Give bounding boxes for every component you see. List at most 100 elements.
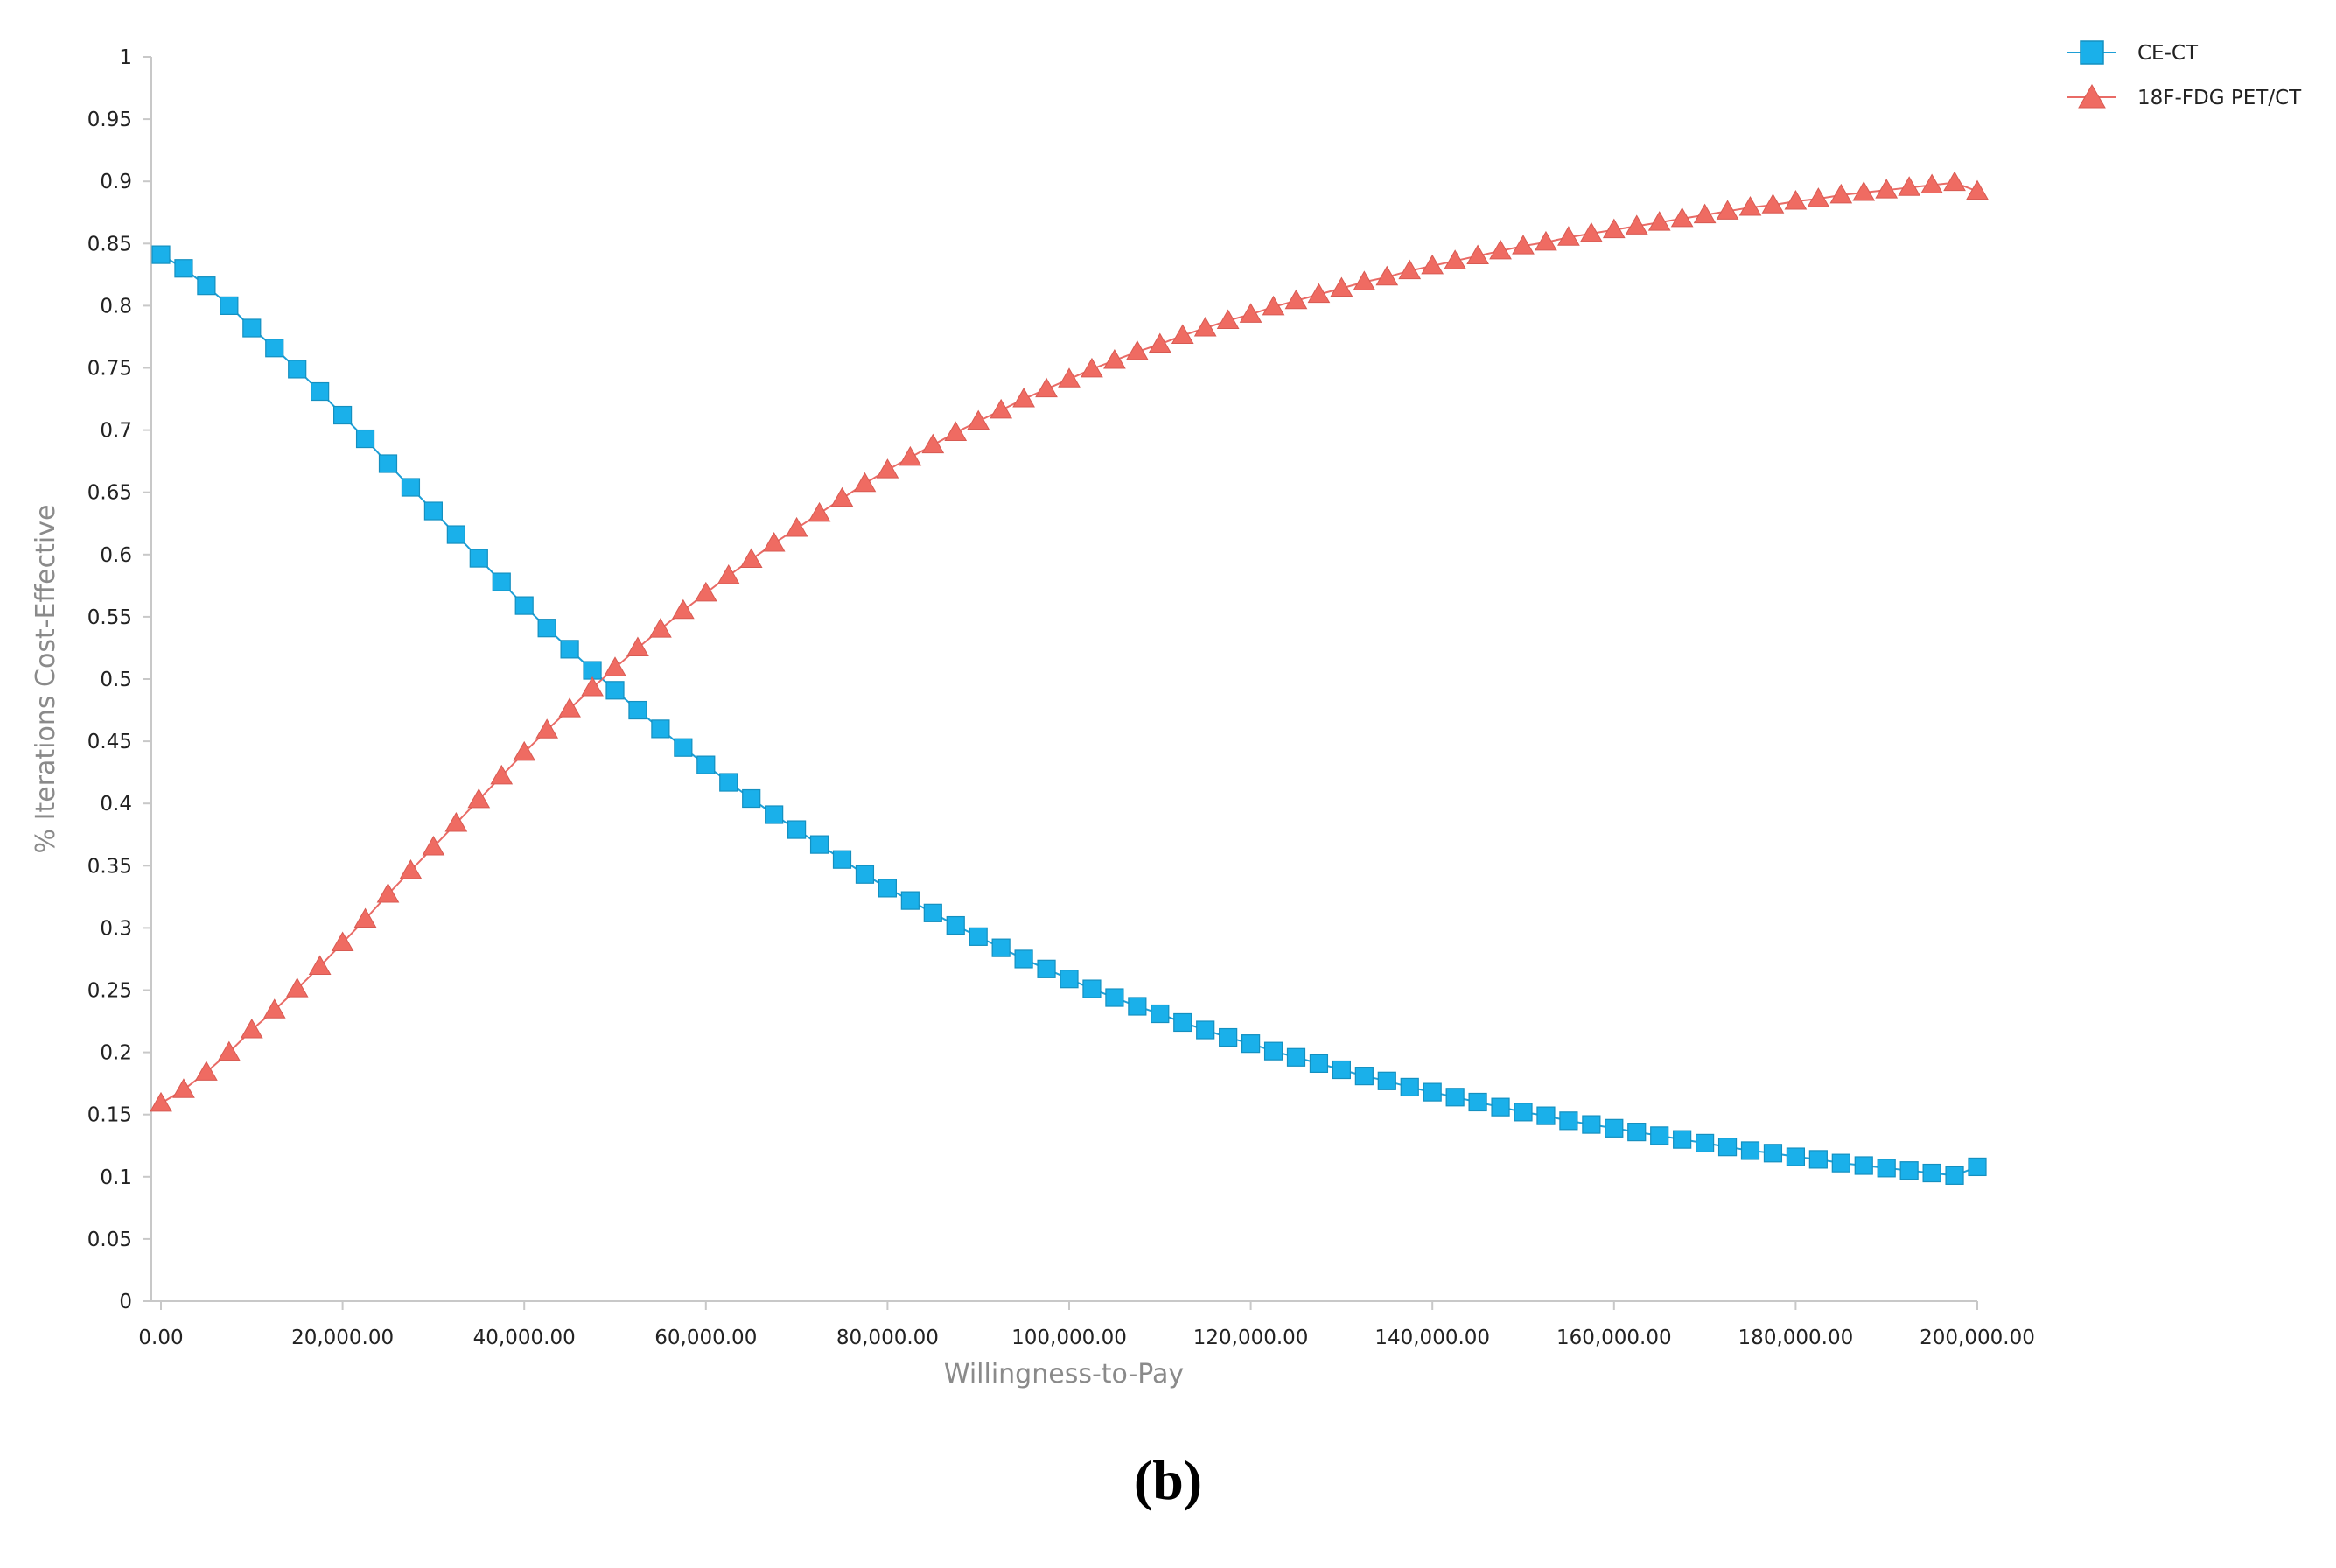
data-point-pet-ct: [1081, 357, 1103, 378]
data-point-ce-ct: [1037, 959, 1056, 978]
data-point-pet-ct: [331, 931, 354, 951]
data-point-ce-ct: [1151, 1004, 1170, 1024]
series-layer: [150, 171, 1989, 1185]
data-point-pet-ct: [990, 398, 1013, 419]
data-point-pet-ct: [1284, 289, 1308, 310]
y-tick-label: 0.85: [87, 233, 132, 256]
data-point-ce-ct: [900, 891, 920, 910]
y-tick-label: 0.55: [87, 606, 132, 629]
data-point-pet-ct: [444, 811, 468, 832]
data-point-ce-ct: [1899, 1161, 1919, 1180]
data-point-pet-ct: [1602, 218, 1626, 239]
data-point-pet-ct: [422, 835, 445, 856]
data-point-pet-ct: [1512, 234, 1535, 255]
data-point-pet-ct: [1330, 276, 1353, 297]
data-point-ce-ct: [1423, 1082, 1442, 1102]
data-point-ce-ct: [787, 820, 807, 839]
data-point-pet-ct: [808, 501, 831, 522]
data-point-ce-ct: [878, 878, 898, 898]
data-point-ce-ct: [1400, 1077, 1419, 1097]
data-point-pet-ct: [876, 458, 899, 479]
x-tick-label: 60,000.00: [654, 1326, 757, 1349]
data-point-pet-ct: [1353, 270, 1376, 290]
data-point-pet-ct: [1625, 214, 1648, 234]
data-point-ce-ct: [1014, 949, 1033, 969]
y-tick-label: 0.7: [100, 420, 132, 443]
data-point-pet-ct: [671, 598, 695, 620]
x-tick-label: 200,000.00: [1920, 1326, 2035, 1349]
y-ticks: 0 0.05 0.1 0.15 0.2 0.25 0.3 0.35 0.4 0.45 0.5 0.55…: [87, 46, 151, 1313]
data-point-pet-ct: [1784, 189, 1808, 210]
data-point-ce-ct: [1717, 1138, 1738, 1157]
data-point-ce-ct: [1354, 1067, 1374, 1086]
data-point-pet-ct: [1716, 200, 1739, 220]
data-point-ce-ct: [401, 478, 421, 497]
data-point-ce-ct: [1740, 1141, 1760, 1160]
data-point-ce-ct: [765, 805, 784, 824]
data-point-pet-ct: [240, 1018, 263, 1039]
data-point-pet-ct: [1875, 178, 1899, 199]
y-tick-label: 0.25: [87, 980, 132, 1003]
y-tick-label: 0.6: [100, 544, 132, 567]
data-point-ce-ct: [1650, 1126, 1669, 1145]
data-point-ce-ct: [1286, 1047, 1306, 1067]
data-point-ce-ct: [1559, 1111, 1578, 1130]
data-point-ce-ct: [1377, 1071, 1396, 1090]
data-point-pet-ct: [1216, 309, 1240, 329]
data-point-ce-ct: [1854, 1156, 1873, 1175]
data-point-pet-ct: [1670, 206, 1694, 228]
x-tick-label: 140,000.00: [1374, 1326, 1490, 1349]
data-point-ce-ct: [1877, 1158, 1896, 1178]
data-point-pet-ct: [649, 618, 672, 638]
data-point-ce-ct: [242, 318, 262, 338]
data-point-ce-ct: [1332, 1060, 1352, 1080]
data-point-pet-ct: [1398, 259, 1422, 280]
data-point-ce-ct: [1922, 1163, 1941, 1183]
data-point-ce-ct: [1491, 1097, 1510, 1116]
data-point-pet-ct: [217, 1040, 241, 1061]
data-point-pet-ct: [353, 907, 377, 928]
data-point-pet-ct: [535, 718, 559, 738]
data-point-ce-ct: [969, 927, 988, 946]
data-point-pet-ct: [513, 740, 536, 761]
data-point-ce-ct: [174, 259, 193, 278]
y-tick-label: 0.15: [87, 1104, 132, 1127]
data-point-ce-ct: [1786, 1147, 1806, 1166]
data-point-pet-ct: [490, 764, 514, 785]
data-point-pet-ct: [1125, 340, 1149, 360]
data-point-ce-ct: [423, 501, 443, 521]
data-point-pet-ct: [717, 564, 740, 584]
data-point-ce-ct: [537, 619, 556, 638]
data-point-pet-ct: [1693, 203, 1717, 224]
x-tick-label: 80,000.00: [836, 1326, 939, 1349]
data-point-pet-ct: [1920, 173, 1943, 193]
data-point-pet-ct: [1852, 180, 1876, 201]
data-point-pet-ct: [195, 1060, 218, 1081]
data-point-pet-ct: [1171, 324, 1194, 345]
data-point-ce-ct: [492, 572, 511, 592]
y-tick-label: 0.75: [87, 358, 132, 381]
y-tick-label: 0.9: [100, 171, 132, 193]
data-point-pet-ct: [1489, 239, 1512, 260]
data-point-ce-ct: [674, 738, 693, 757]
data-point-pet-ct: [1557, 226, 1580, 246]
data-point-pet-ct: [285, 977, 309, 998]
data-point-pet-ct: [172, 1078, 195, 1098]
data-point-ce-ct: [1582, 1115, 1601, 1134]
data-point-pet-ct: [967, 410, 990, 430]
data-point-pet-ct: [1647, 211, 1671, 231]
data-point-ce-ct: [855, 864, 875, 884]
data-point-ce-ct: [265, 339, 284, 358]
y-tick-label: 0.3: [100, 917, 132, 940]
data-point-pet-ct: [581, 676, 604, 696]
data-point-pet-ct: [1943, 171, 1966, 192]
data-point-pet-ct: [604, 656, 626, 676]
legend-item-ce-ct: CE-CT: [2067, 40, 2199, 65]
data-point-ce-ct: [446, 525, 465, 544]
data-point-ce-ct: [1968, 1157, 1987, 1177]
data-point-ce-ct: [220, 296, 239, 315]
legend-item-pet-ct: 18F-FDG PET/CT: [2067, 83, 2302, 109]
data-point-ce-ct: [378, 454, 398, 473]
x-tick-label: 180,000.00: [1738, 1326, 1854, 1349]
data-point-ce-ct: [1695, 1133, 1715, 1153]
